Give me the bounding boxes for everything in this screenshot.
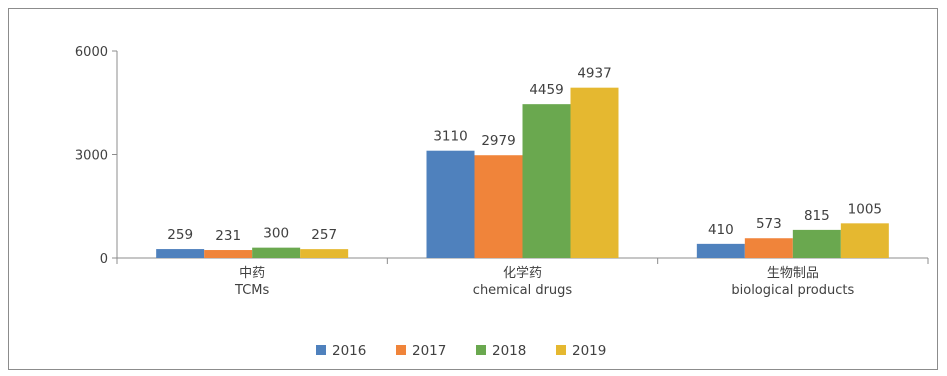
legend-swatch-2016	[316, 345, 326, 355]
data-label: 4459	[529, 82, 563, 98]
category-label: TCMs	[234, 283, 269, 298]
data-label: 300	[263, 226, 289, 242]
legend-swatch-2017	[396, 345, 406, 355]
legend-swatch-2019	[556, 345, 566, 355]
bar-2016	[426, 150, 475, 258]
bar-2019	[300, 249, 349, 258]
bar-2018	[792, 229, 841, 258]
category-label: 生物制品	[767, 266, 819, 281]
bar-2017	[744, 238, 793, 258]
legend-label: 2019	[572, 343, 606, 359]
legend-label: 2018	[492, 343, 526, 359]
bar-2018	[252, 247, 301, 258]
data-label: 815	[804, 208, 830, 224]
y-tick-label: 3000	[75, 149, 108, 164]
bar-2016	[696, 243, 745, 258]
data-label: 4937	[577, 66, 611, 82]
data-label: 410	[708, 222, 734, 238]
data-label: 1005	[848, 201, 882, 217]
bar-2019	[570, 87, 619, 259]
category-label: chemical drugs	[473, 283, 573, 298]
y-tick-label: 0	[100, 252, 108, 267]
bar-2017	[474, 155, 523, 258]
bar-2016	[156, 249, 205, 258]
legend-label: 2016	[332, 343, 366, 359]
category-label: 中药	[239, 266, 265, 281]
category-label: biological products	[731, 283, 854, 298]
legend-label: 2017	[412, 343, 446, 359]
category-label: 化学药	[503, 265, 542, 281]
data-label: 231	[215, 228, 241, 244]
data-label: 257	[311, 227, 337, 243]
bar-2017	[204, 250, 253, 258]
bar-2018	[522, 104, 571, 259]
y-tick-label: 6000	[75, 45, 108, 60]
legend-swatch-2018	[476, 345, 486, 355]
data-label: 573	[756, 216, 782, 232]
data-label: 2979	[481, 133, 515, 149]
bar-2019	[840, 223, 889, 258]
data-label: 259	[167, 227, 193, 243]
data-label: 3110	[433, 129, 467, 145]
